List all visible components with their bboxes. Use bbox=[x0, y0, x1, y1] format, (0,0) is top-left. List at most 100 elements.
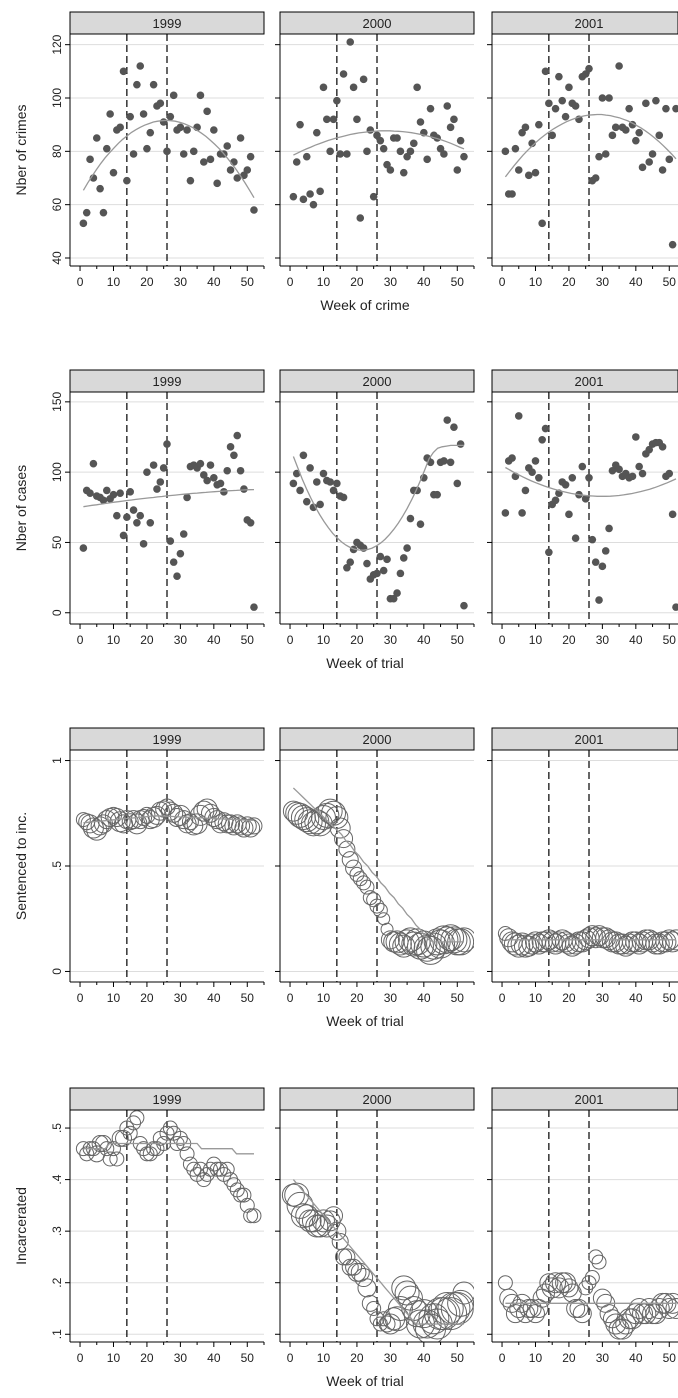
data-point bbox=[79, 219, 88, 228]
data-point bbox=[82, 208, 91, 217]
data-point bbox=[325, 805, 349, 829]
data-point bbox=[133, 518, 141, 527]
data-point bbox=[559, 1278, 579, 1298]
x-tick-label: 40 bbox=[417, 991, 431, 1005]
data-point bbox=[146, 518, 155, 527]
data-point bbox=[585, 473, 593, 482]
data-point bbox=[246, 152, 255, 161]
y-tick-label: 50 bbox=[50, 535, 64, 549]
x-tick-label: 40 bbox=[417, 633, 431, 647]
data-point bbox=[561, 481, 570, 489]
data-point bbox=[126, 112, 135, 121]
data-point bbox=[625, 104, 633, 113]
data-point bbox=[310, 804, 336, 830]
data-point bbox=[568, 473, 577, 482]
data-point bbox=[581, 1275, 597, 1291]
y-tick-label: 40 bbox=[50, 251, 64, 265]
data-point bbox=[426, 104, 435, 113]
data-point bbox=[566, 1298, 586, 1318]
data-point bbox=[555, 1272, 577, 1294]
data-point bbox=[389, 594, 398, 603]
y-tick-label: 60 bbox=[50, 198, 64, 212]
data-point bbox=[341, 851, 359, 869]
data-point bbox=[286, 1191, 314, 1219]
data-point bbox=[136, 511, 145, 520]
data-point bbox=[608, 131, 617, 140]
data-point bbox=[129, 1110, 145, 1126]
data-point bbox=[558, 96, 567, 105]
fitted-curve bbox=[292, 1179, 464, 1325]
data-point bbox=[163, 440, 171, 448]
data-point bbox=[399, 168, 408, 177]
data-point bbox=[122, 1125, 138, 1141]
data-point bbox=[452, 1281, 474, 1305]
data-point bbox=[306, 190, 314, 198]
data-point bbox=[615, 935, 637, 957]
data-point bbox=[230, 451, 238, 460]
data-point bbox=[433, 490, 442, 499]
data-point bbox=[299, 451, 308, 460]
data-point bbox=[333, 479, 341, 488]
data-point bbox=[521, 486, 530, 495]
data-point bbox=[329, 817, 351, 839]
data-points bbox=[289, 38, 468, 222]
data-point bbox=[282, 800, 304, 822]
data-point bbox=[588, 1249, 604, 1265]
data-point bbox=[541, 424, 550, 433]
data-point bbox=[339, 493, 348, 502]
data-point bbox=[503, 932, 527, 956]
data-point bbox=[352, 871, 368, 887]
data-point bbox=[321, 800, 347, 826]
data-point bbox=[327, 1221, 347, 1241]
data-point bbox=[224, 816, 244, 836]
data-point bbox=[363, 559, 371, 568]
y-tick-label: 100 bbox=[50, 88, 64, 108]
data-point bbox=[186, 1161, 202, 1177]
data-point bbox=[453, 479, 462, 488]
data-point bbox=[169, 558, 178, 566]
data-point bbox=[343, 150, 351, 158]
data-point bbox=[119, 67, 128, 76]
data-point bbox=[456, 136, 465, 145]
data-point bbox=[102, 1151, 118, 1167]
x-tick-label: 30 bbox=[596, 633, 610, 647]
x-tick-label: 20 bbox=[562, 1351, 576, 1365]
data-point bbox=[349, 866, 365, 882]
data-point bbox=[451, 927, 474, 953]
y-tick-label: 150 bbox=[50, 392, 64, 412]
data-point bbox=[341, 1258, 359, 1276]
data-point bbox=[585, 64, 593, 73]
data-point bbox=[665, 155, 674, 164]
x-tick-label: 30 bbox=[384, 633, 398, 647]
data-point bbox=[379, 566, 388, 575]
data-point bbox=[203, 107, 211, 116]
data-point bbox=[372, 1316, 388, 1332]
data-point bbox=[339, 70, 348, 78]
panel-1999: 1999 0 50 100 150 0 10 20 30 40 50 bbox=[50, 369, 265, 647]
data-point bbox=[296, 120, 304, 129]
fitted-curve bbox=[293, 130, 465, 156]
data-point bbox=[598, 562, 607, 571]
y-tick-label: .5 bbox=[50, 861, 64, 871]
data-point bbox=[319, 469, 328, 478]
data-point bbox=[565, 83, 573, 92]
data-point bbox=[369, 192, 378, 201]
data-point bbox=[672, 104, 678, 113]
data-point bbox=[635, 128, 643, 137]
data-point bbox=[133, 80, 141, 89]
data-point bbox=[571, 102, 580, 110]
data-point bbox=[655, 931, 677, 953]
fitted-curve bbox=[83, 815, 255, 824]
data-point bbox=[366, 126, 375, 134]
data-point bbox=[433, 926, 461, 954]
x-tick-label: 30 bbox=[174, 633, 188, 647]
data-point bbox=[338, 1248, 356, 1266]
data-point bbox=[299, 195, 308, 204]
data-point bbox=[443, 102, 452, 110]
data-point bbox=[336, 150, 345, 158]
data-point bbox=[236, 466, 245, 475]
data-point bbox=[511, 144, 520, 153]
panel-title: 1999 bbox=[153, 732, 182, 747]
data-point bbox=[166, 537, 175, 545]
